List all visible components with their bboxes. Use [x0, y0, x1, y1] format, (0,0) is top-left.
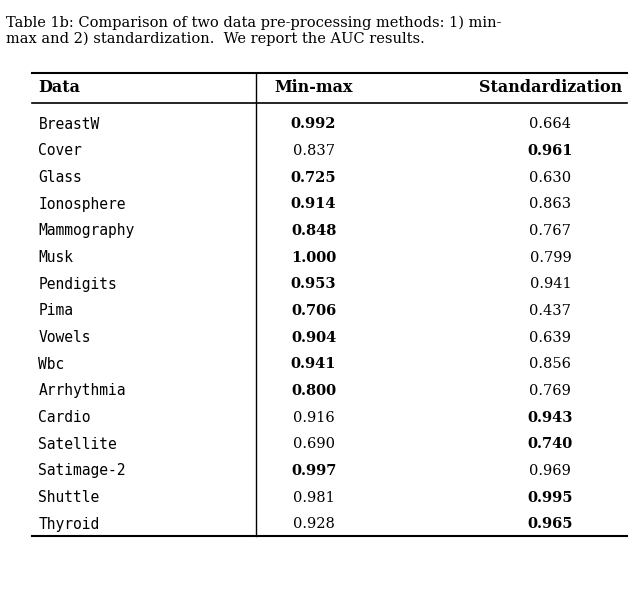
Text: Mammography: Mammography	[38, 224, 134, 238]
Text: BreastW: BreastW	[38, 117, 100, 132]
Text: Ionosphere: Ionosphere	[38, 197, 126, 211]
Text: Arrhythmia: Arrhythmia	[38, 384, 126, 398]
Text: Musk: Musk	[38, 250, 74, 265]
Text: 0.630: 0.630	[529, 170, 572, 185]
Text: 0.997: 0.997	[291, 464, 336, 478]
Text: 0.740: 0.740	[528, 437, 573, 451]
Text: 0.914: 0.914	[291, 197, 337, 211]
Text: 1.000: 1.000	[291, 250, 336, 265]
Text: Pendigits: Pendigits	[38, 277, 117, 291]
Text: 0.856: 0.856	[529, 357, 572, 371]
Text: 0.725: 0.725	[291, 170, 337, 185]
Text: Cover: Cover	[38, 144, 82, 158]
Text: 0.848: 0.848	[291, 224, 336, 238]
Text: Table 1b: Comparison of two data pre-processing methods: 1) min-
max and 2) stan: Table 1b: Comparison of two data pre-pro…	[6, 15, 502, 46]
Text: Pima: Pima	[38, 304, 74, 318]
Text: 0.706: 0.706	[291, 304, 336, 318]
Text: 0.965: 0.965	[527, 517, 573, 531]
Text: 0.941: 0.941	[291, 357, 337, 371]
Text: 0.800: 0.800	[291, 384, 336, 398]
Text: Vowels: Vowels	[38, 330, 91, 345]
Text: Wbc: Wbc	[38, 357, 65, 371]
Text: Glass: Glass	[38, 170, 82, 185]
Text: Standardization: Standardization	[479, 79, 622, 96]
Text: Cardio: Cardio	[38, 410, 91, 425]
Text: 0.863: 0.863	[529, 197, 572, 211]
Text: 0.981: 0.981	[292, 490, 335, 505]
Text: 0.904: 0.904	[291, 330, 336, 345]
Text: Thyroid: Thyroid	[38, 517, 100, 531]
Text: 0.690: 0.690	[292, 437, 335, 451]
Text: 0.953: 0.953	[291, 277, 337, 291]
Text: Satellite: Satellite	[38, 437, 117, 451]
Text: 0.969: 0.969	[529, 464, 572, 478]
Text: Shuttle: Shuttle	[38, 490, 100, 505]
Text: 0.437: 0.437	[529, 304, 572, 318]
Text: 0.916: 0.916	[292, 410, 335, 425]
Text: 0.767: 0.767	[529, 224, 572, 238]
Text: 0.941: 0.941	[529, 277, 572, 291]
Text: 0.837: 0.837	[292, 144, 335, 158]
Text: 0.992: 0.992	[291, 117, 337, 132]
Text: Data: Data	[38, 79, 81, 96]
Text: Satimage-2: Satimage-2	[38, 464, 126, 478]
Text: 0.928: 0.928	[292, 517, 335, 531]
Text: 0.769: 0.769	[529, 384, 572, 398]
Text: 0.961: 0.961	[527, 144, 573, 158]
Text: 0.664: 0.664	[529, 117, 572, 132]
Text: 0.639: 0.639	[529, 330, 572, 345]
Text: Min-max: Min-max	[275, 79, 353, 96]
Text: 0.799: 0.799	[529, 250, 572, 265]
Text: 0.943: 0.943	[528, 410, 573, 425]
Text: 0.995: 0.995	[527, 490, 573, 505]
